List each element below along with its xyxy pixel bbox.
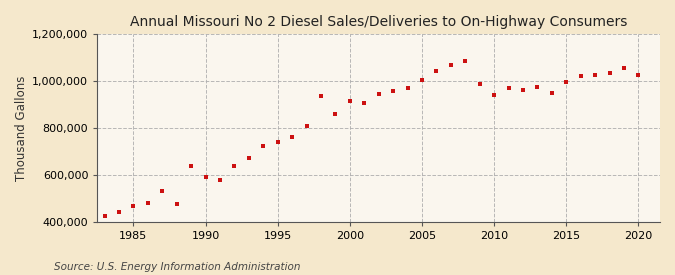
Point xyxy=(287,135,298,140)
Point xyxy=(200,175,211,179)
Point xyxy=(301,124,312,128)
Point xyxy=(633,73,644,78)
Point xyxy=(518,88,529,92)
Point xyxy=(373,92,384,96)
Point xyxy=(460,59,470,64)
Point xyxy=(330,112,341,117)
Point xyxy=(359,101,370,105)
Point xyxy=(446,63,456,67)
Point xyxy=(142,201,153,205)
Point xyxy=(503,86,514,90)
Point xyxy=(344,99,355,103)
Point xyxy=(186,164,196,168)
Point xyxy=(244,156,254,160)
Point xyxy=(532,85,543,89)
Point xyxy=(604,71,615,75)
Point xyxy=(229,163,240,168)
Point xyxy=(272,139,283,144)
Point xyxy=(431,69,441,73)
Point xyxy=(215,178,225,182)
Point xyxy=(171,202,182,206)
Point xyxy=(402,86,413,90)
Point xyxy=(575,74,586,79)
Point xyxy=(128,204,139,209)
Text: Source: U.S. Energy Information Administration: Source: U.S. Energy Information Administ… xyxy=(54,262,300,272)
Point xyxy=(113,210,124,214)
Title: Annual Missouri No 2 Diesel Sales/Deliveries to On-Highway Consumers: Annual Missouri No 2 Diesel Sales/Delive… xyxy=(130,15,627,29)
Point xyxy=(561,80,572,84)
Point xyxy=(99,214,110,218)
Point xyxy=(618,65,629,70)
Point xyxy=(157,189,167,194)
Point xyxy=(315,94,326,98)
Point xyxy=(475,82,485,86)
Point xyxy=(258,143,269,148)
Y-axis label: Thousand Gallons: Thousand Gallons xyxy=(15,75,28,181)
Point xyxy=(546,91,557,95)
Point xyxy=(387,89,398,94)
Point xyxy=(489,93,500,97)
Point xyxy=(590,73,601,78)
Point xyxy=(416,78,427,82)
